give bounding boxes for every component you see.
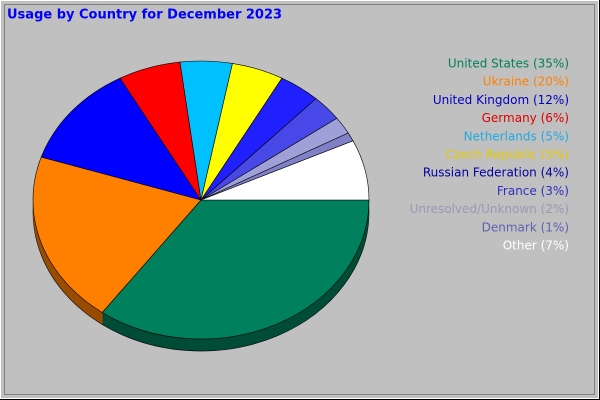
slice [40, 77, 202, 201]
legend-entry: Czech Republic (5%) [445, 148, 569, 162]
legend-entry: Unresolved/Unknown (2%) [410, 202, 569, 216]
legend: United States (35%) Ukraine (20%) United K… [410, 57, 569, 253]
legend-entry: Ukraine (20%) [483, 75, 569, 89]
legend-entry: United Kingdom (12%) [433, 93, 569, 107]
legend-entry: France (3%) [497, 184, 569, 198]
legend-entry: Russian Federation (4%) [423, 166, 569, 180]
slice [200, 140, 370, 201]
bevel-inner [4, 4, 595, 395]
legend-entry: Other (7%) [503, 239, 569, 253]
pie [32, 60, 370, 352]
slice [101, 199, 370, 340]
slice [32, 156, 202, 313]
legend-entry: Netherlands (5%) [464, 129, 569, 143]
legend-entry: Denmark (1%) [482, 220, 569, 234]
chart-title: Usage by Country for December 2023 [7, 8, 282, 23]
legend-entry: Germany (6%) [482, 111, 569, 125]
legend-entry: United States (35%) [448, 57, 569, 71]
